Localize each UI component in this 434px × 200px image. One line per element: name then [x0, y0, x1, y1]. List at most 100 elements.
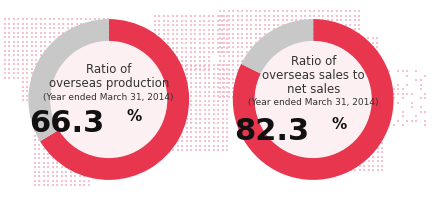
Point: [297, 64, 304, 67]
Point: [283, 86, 290, 90]
Point: [283, 37, 290, 40]
Point: [161, 95, 168, 98]
Point: [252, 15, 259, 18]
Point: [311, 160, 318, 163]
Point: [216, 28, 223, 31]
Wedge shape: [40, 20, 189, 180]
Point: [183, 144, 190, 147]
Text: Ratio of: Ratio of: [86, 63, 131, 76]
Point: [54, 125, 61, 128]
Point: [20, 68, 26, 71]
Point: [151, 42, 158, 45]
Point: [46, 41, 53, 44]
Point: [69, 68, 76, 71]
Point: [69, 72, 76, 75]
Point: [230, 91, 237, 94]
Point: [6, 36, 13, 39]
Point: [15, 36, 22, 39]
Point: [37, 81, 44, 84]
Point: [156, 33, 163, 36]
Point: [165, 144, 172, 147]
Point: [216, 73, 223, 76]
Point: [73, 59, 80, 62]
Point: [328, 82, 335, 85]
Point: [310, 15, 317, 18]
Point: [329, 142, 336, 145]
Point: [29, 54, 36, 57]
Point: [105, 90, 112, 93]
Point: [279, 46, 286, 49]
Point: [412, 115, 419, 118]
Point: [46, 54, 53, 57]
Point: [178, 20, 185, 23]
Point: [256, 42, 263, 45]
Point: [56, 77, 62, 80]
Point: [358, 88, 365, 91]
Point: [183, 108, 190, 112]
Point: [408, 101, 414, 105]
Point: [156, 20, 163, 23]
Point: [56, 50, 62, 53]
Point: [266, 55, 273, 58]
Point: [256, 73, 263, 76]
Point: [230, 60, 237, 63]
Point: [224, 135, 230, 138]
Point: [214, 24, 221, 27]
Point: [156, 77, 163, 80]
Point: [373, 55, 380, 58]
Point: [45, 161, 52, 164]
Point: [183, 95, 190, 98]
Point: [351, 160, 358, 163]
Point: [206, 90, 213, 94]
Point: [205, 51, 212, 54]
Point: [373, 46, 380, 49]
Point: [174, 86, 181, 89]
Point: [64, 32, 71, 35]
Point: [100, 27, 107, 30]
Point: [85, 183, 92, 187]
Point: [293, 78, 299, 81]
Point: [33, 45, 40, 48]
Point: [10, 72, 17, 75]
Point: [378, 137, 385, 140]
Point: [342, 160, 349, 163]
Point: [288, 15, 295, 18]
Point: [24, 85, 31, 89]
Point: [33, 59, 40, 62]
Point: [214, 20, 221, 23]
Point: [174, 90, 181, 94]
Point: [247, 10, 254, 14]
Point: [324, 10, 331, 14]
Point: [201, 20, 207, 23]
Point: [91, 77, 98, 80]
Point: [220, 91, 227, 94]
Point: [10, 23, 17, 26]
Point: [306, 104, 313, 108]
Point: [320, 146, 327, 149]
Point: [230, 55, 237, 58]
Point: [73, 27, 80, 30]
Point: [218, 24, 225, 27]
Point: [297, 95, 304, 99]
Point: [59, 183, 66, 187]
Point: [351, 33, 358, 36]
Point: [63, 134, 70, 137]
Point: [156, 38, 163, 41]
Point: [40, 183, 47, 187]
Point: [1, 45, 8, 48]
Point: [342, 133, 349, 136]
Point: [337, 104, 344, 108]
Point: [170, 122, 177, 125]
Point: [333, 73, 340, 76]
Point: [164, 60, 171, 63]
Point: [373, 42, 380, 45]
Point: [160, 47, 167, 50]
Point: [329, 115, 336, 118]
Point: [96, 90, 103, 93]
Point: [216, 10, 223, 14]
Point: [225, 51, 232, 54]
Point: [24, 72, 31, 75]
Point: [40, 125, 47, 128]
Point: [78, 68, 85, 71]
Point: [210, 77, 217, 80]
